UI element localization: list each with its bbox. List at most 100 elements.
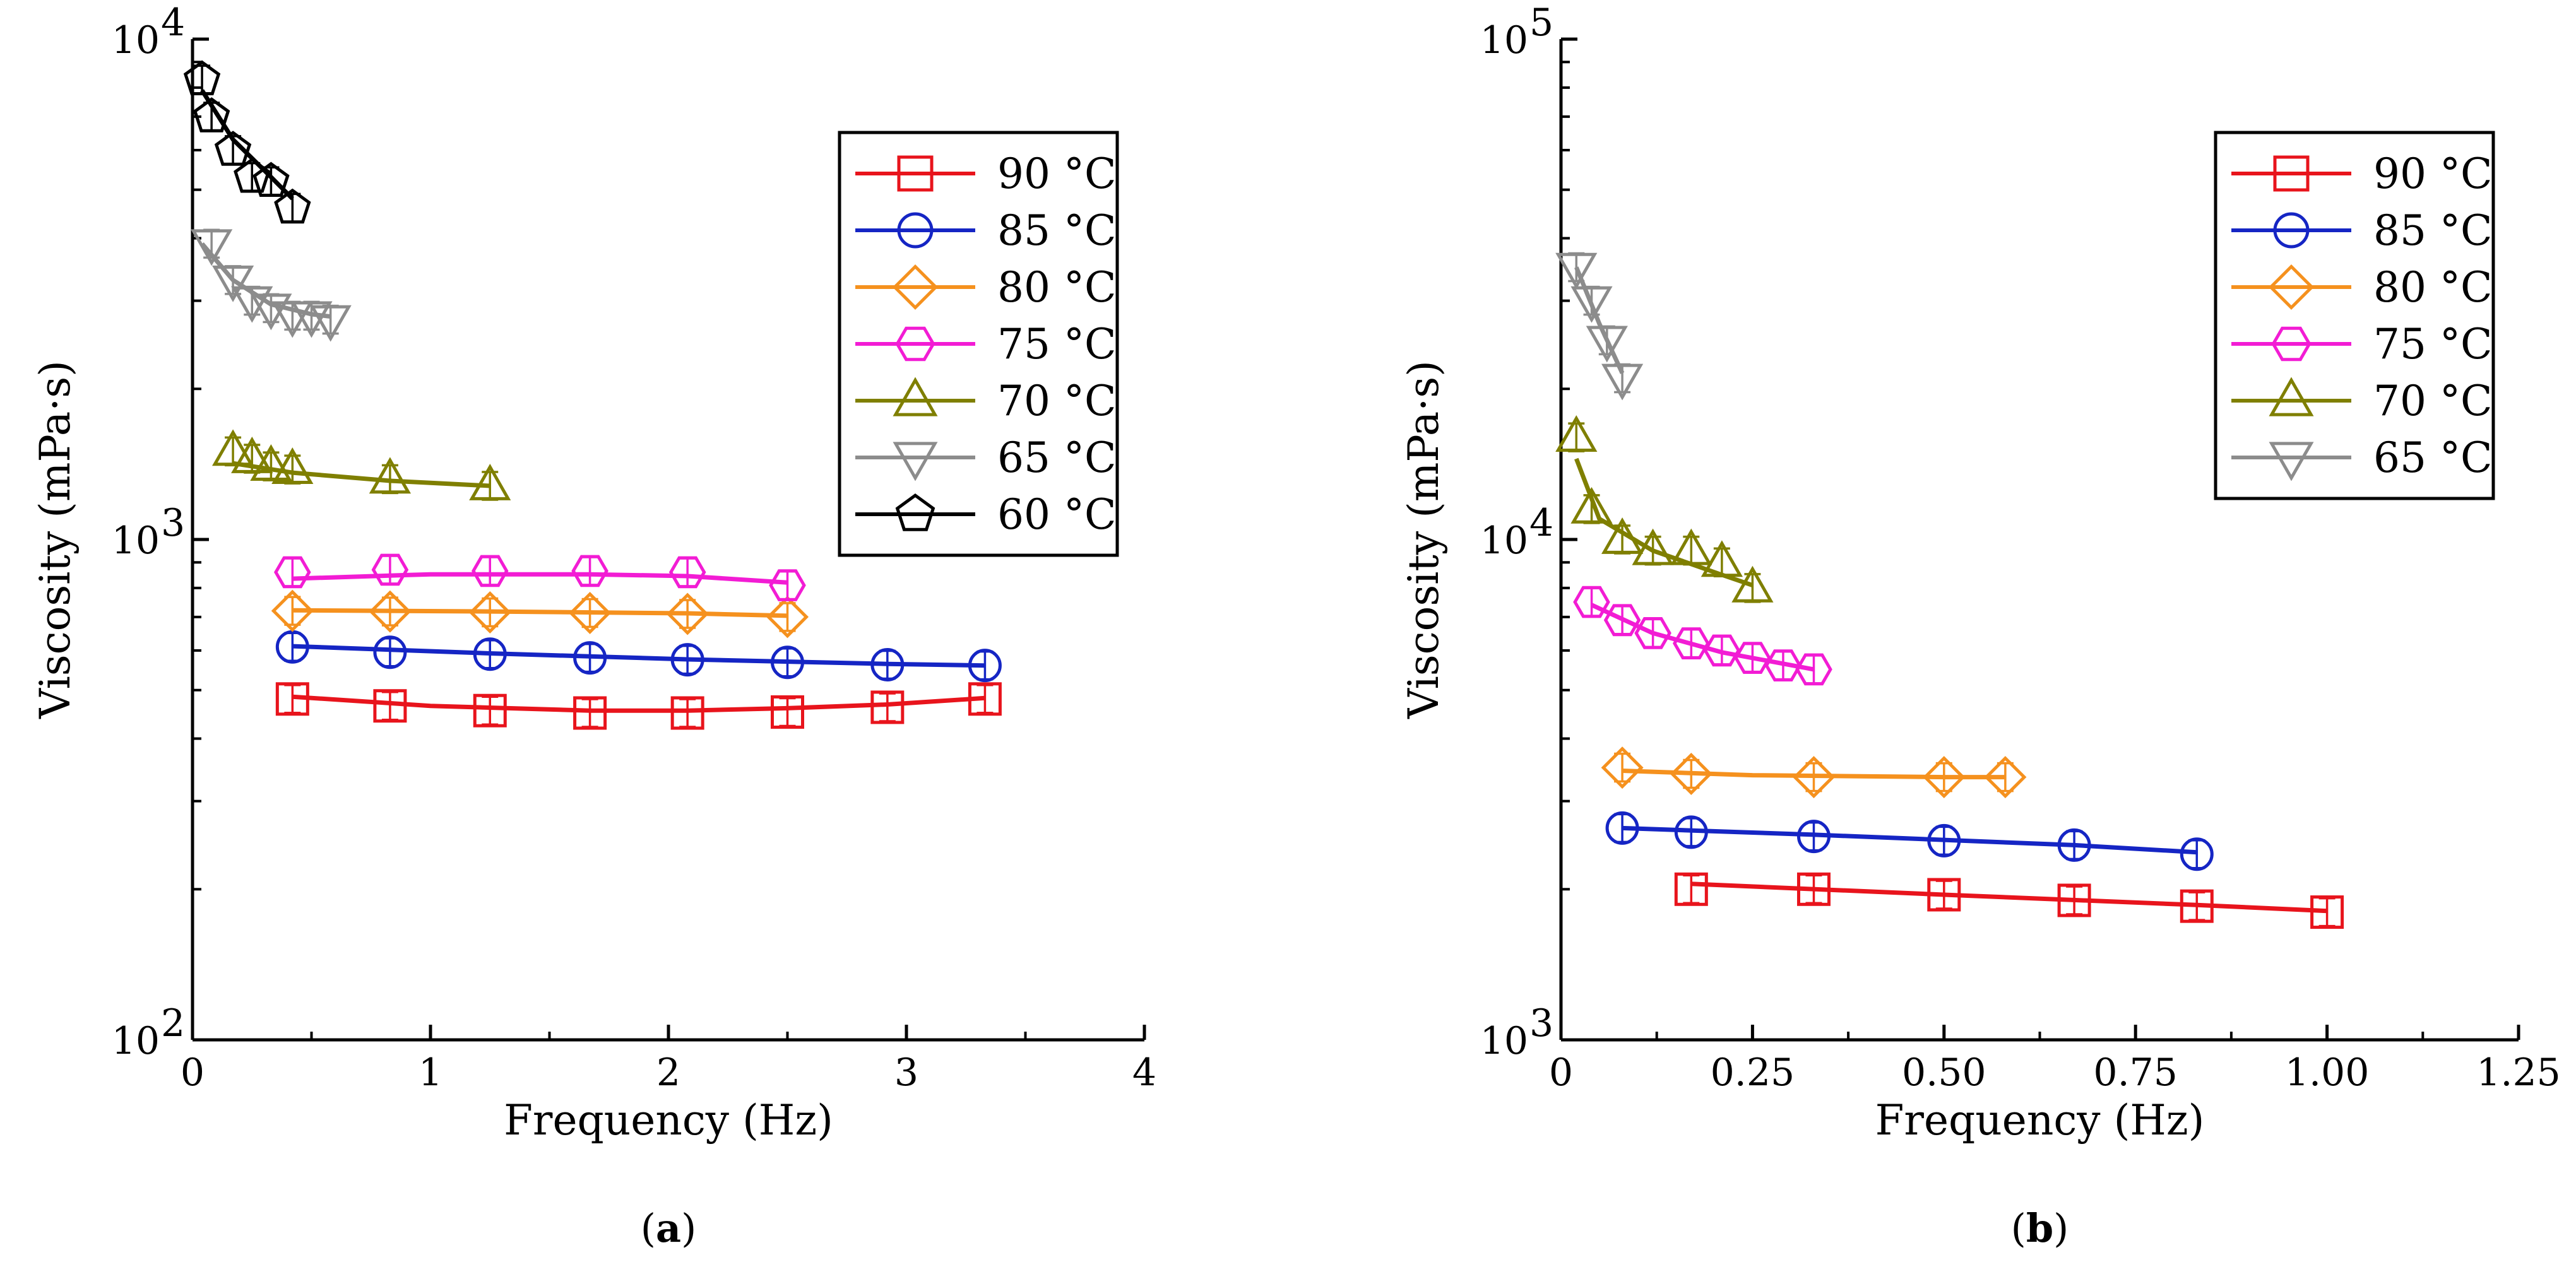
legend-marker [2271,326,2312,362]
data-point [274,188,311,224]
data-point [369,457,412,494]
data-point [469,463,511,500]
fit-line [1622,769,2005,780]
y-tick-exponent: 3 [1529,1001,1553,1046]
x-tick-label: 1.00 [2285,1051,2370,1095]
legend-marker [2273,155,2310,192]
data-point [1632,528,1674,565]
data-point [1927,823,1961,857]
data-point [668,556,706,589]
x-axis-title: Frequency (Hz) [1875,1096,2205,1145]
data-point [870,690,905,724]
legend-entry: 90 °C [855,150,1116,198]
data-point [234,157,271,193]
legend-marker [2268,264,2315,310]
data-point [2310,895,2344,929]
series-75c [274,553,806,601]
series-70c [1555,415,1774,603]
legend-marker [892,264,939,310]
series-85c [1605,811,2214,871]
y-tick-label: 10 [1480,519,1528,563]
series-80c [271,589,809,639]
legend-label: 90 °C [2373,150,2492,198]
x-tick-label: 0 [1549,1051,1573,1095]
data-point [1555,415,1598,452]
data-point [870,647,905,681]
data-point [573,696,607,730]
fit-line [232,461,490,488]
data-point [670,696,704,730]
data-point [2180,889,2214,923]
data-point [968,682,1002,716]
data-point [191,229,233,266]
legend-entry: 75 °C [855,320,1116,368]
data-point [214,131,252,166]
legend-marker [895,326,935,362]
data-point [1670,752,1712,796]
data-point [1570,486,1613,524]
x-tick-label: 0.25 [1711,1051,1795,1095]
legend-box [2214,131,2495,500]
data-point [231,436,273,473]
data-point [771,645,804,680]
legend-marker [895,493,935,531]
legend-entry: 65 °C [2231,433,2492,482]
data-point [1796,872,1831,906]
x-tick-label: 1.25 [2476,1051,2561,1095]
data-point [1701,540,1743,577]
x-tick-label: 3 [894,1051,918,1095]
panel-label: (a) [641,1205,697,1251]
series-80c [1601,746,2027,799]
series-90c [275,682,1002,730]
data-point [252,162,290,197]
legend: 90 °C 85 °C 80 °C 75 °C 70 °C 65 °C 60 °C [838,131,1119,557]
data-point [1601,363,1644,401]
legend-entry: 90 °C [2231,150,2492,198]
legend-entry: 70 °C [2231,377,2492,425]
x-tick-label: 0.50 [1902,1051,1986,1095]
legend-entry: 80 °C [855,263,1116,312]
legend-label: 65 °C [997,433,1116,482]
x-tick-label: 1 [418,1051,442,1095]
data-point [1703,634,1741,667]
legend-label: 75 °C [2373,320,2492,368]
legend-label: 65 °C [2373,433,2492,482]
y-tick-exponent: 2 [161,1001,185,1046]
data-point [473,637,507,671]
legend-label: 70 °C [2373,377,2492,425]
fit-line [1622,825,2197,855]
legend-label: 75 °C [997,320,1116,368]
series-65c [1555,252,1644,401]
data-point [1674,815,1708,849]
data-point [1673,627,1710,659]
y-tick-exponent: 5 [1529,1,1553,45]
data-point [1927,878,1961,912]
data-point [211,429,254,466]
series-90c [1674,872,2344,929]
data-point [1601,746,1644,789]
legend-entry: 65 °C [855,433,1116,482]
y-axis-title: Viscosity (mPa·s) [1399,360,1448,719]
y-axis-title: Viscosity (mPa·s) [31,360,80,719]
legend-entry: 80 °C [2231,263,2492,312]
data-point [569,591,612,635]
legend-entry: 70 °C [855,377,1116,425]
legend-marker [2273,212,2310,249]
data-point [1570,286,1613,323]
data-point [2180,837,2214,871]
data-point [1670,528,1712,565]
legend-label: 80 °C [997,263,1116,312]
fit-line [292,572,788,585]
data-point [275,682,309,716]
fit-line [292,608,788,618]
data-point [250,444,292,481]
data-point [231,286,273,323]
legend-label: 60 °C [997,490,1116,539]
data-point [1555,252,1598,290]
x-tick-label: 0 [181,1051,205,1095]
legend-label: 70 °C [997,377,1116,425]
data-point [373,689,407,723]
data-point [1634,617,1671,649]
